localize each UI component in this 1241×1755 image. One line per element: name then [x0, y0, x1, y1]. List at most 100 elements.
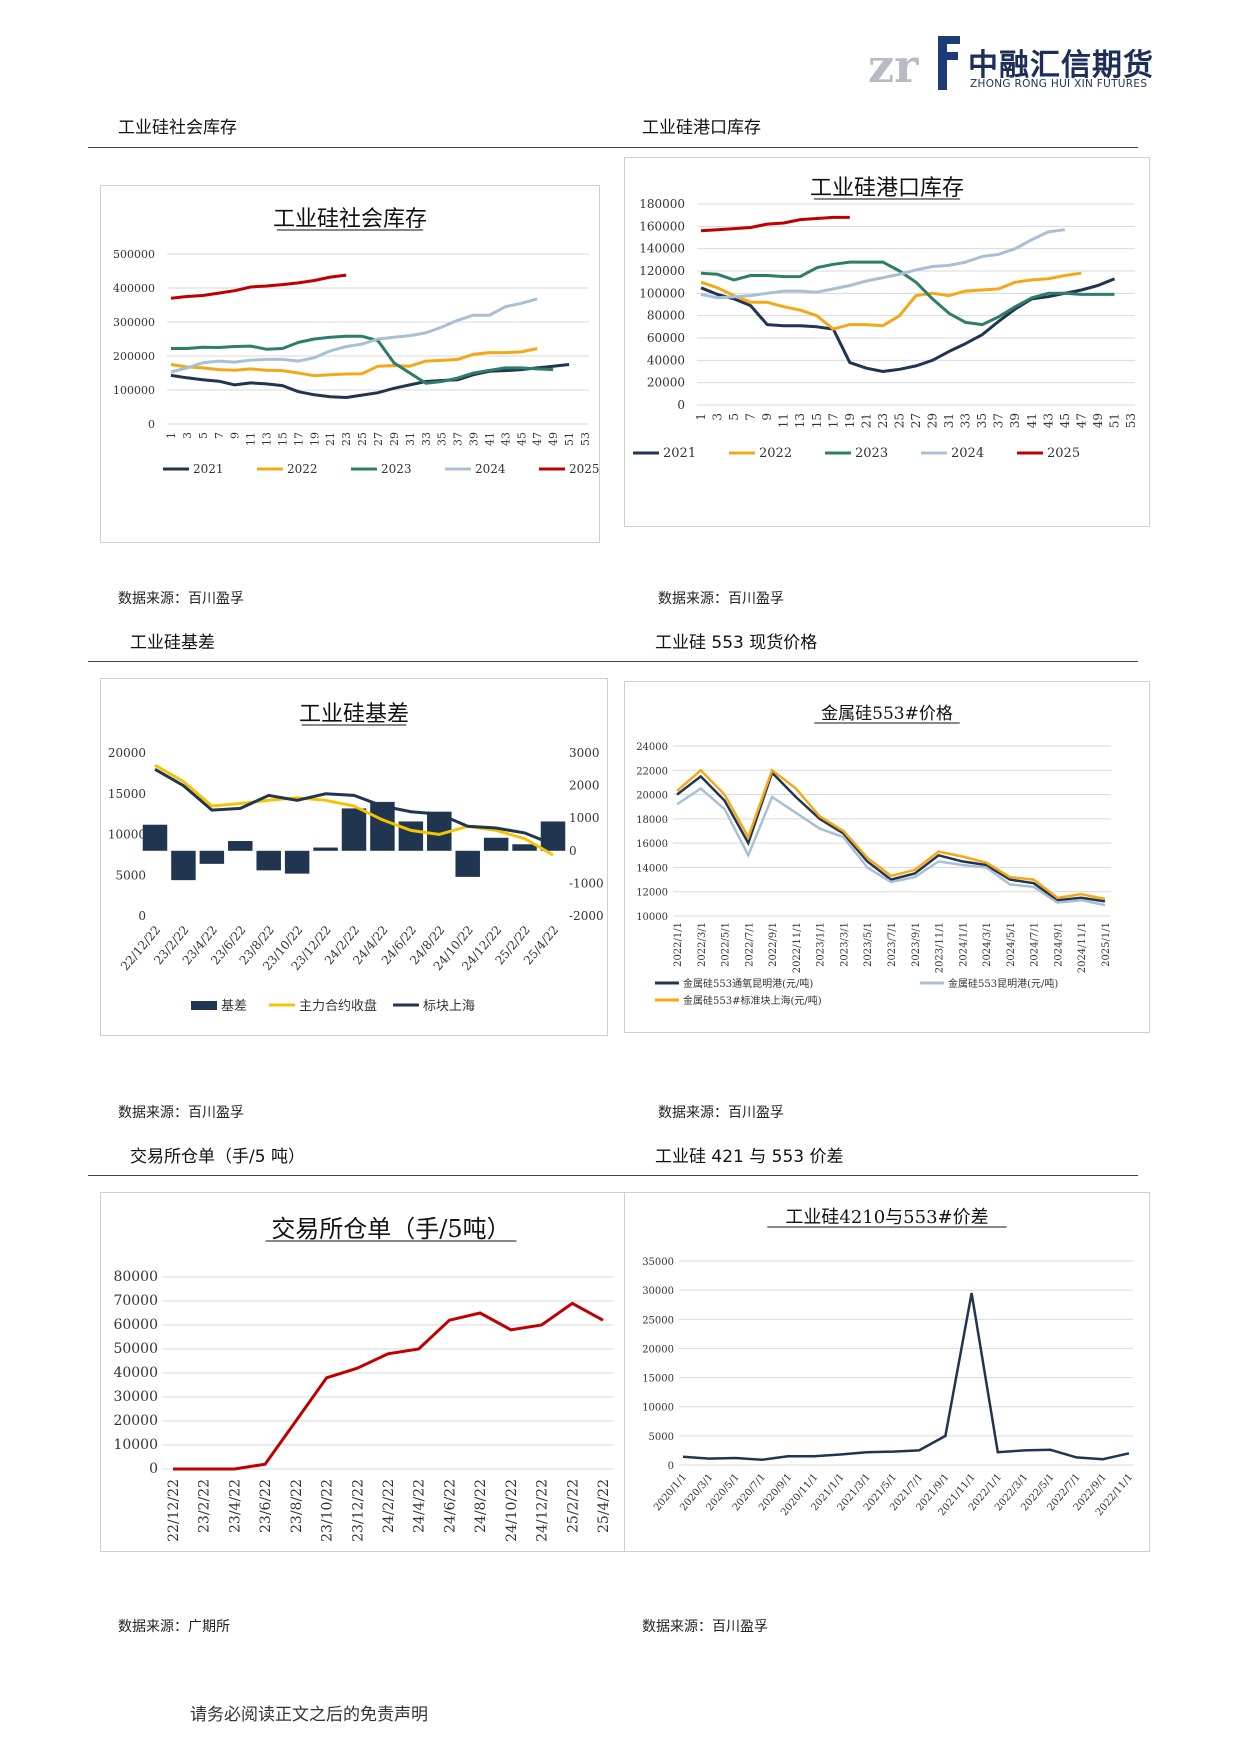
x-tick-label: 2022/7/1 [744, 922, 755, 967]
x-tick-label: 5 [727, 413, 741, 421]
x-tick-label: 2025/1/1 [1101, 922, 1112, 967]
company-logo-mark: zr [868, 36, 960, 92]
y-tick-label: 70000 [113, 1293, 158, 1309]
chart-basis: 工业硅基差 0 5000 10000 15000 20000 -2000 -1000 0 1000… [108, 702, 604, 1014]
x-tick-label: 45 [1058, 413, 1072, 428]
legend-label: 2022 [287, 462, 318, 476]
data-source-label: 数据来源：百川盈孚 [118, 1105, 244, 1121]
y-tick-label-right: 1000 [569, 811, 600, 825]
x-tick-label: 29 [388, 432, 401, 446]
y-tick-label-left: 15000 [108, 787, 146, 801]
chart-frame-553-price: 金属硅553#价格 10000 12000 14000 16000 18000 20000 2… [624, 681, 1150, 1033]
y-tick-label: 0 [668, 1461, 674, 1472]
section-title-warrants: 交易所仓单（手/5 吨） [130, 1147, 305, 1167]
data-source-label: 数据来源：百川盈孚 [642, 1619, 768, 1635]
chart-title: 工业硅社会库存 [273, 207, 427, 232]
svg-text:zr: zr [868, 39, 919, 92]
x-tick-label: 47 [1074, 413, 1088, 428]
x-tick-label: 2022/11/1 [792, 922, 803, 973]
logo-company-english: ZHONG RONG HUI XIN FUTURES [970, 78, 1148, 90]
y-tick-label: 24000 [636, 742, 668, 753]
basis-bar [284, 850, 310, 874]
x-tick-label: 5 [197, 432, 210, 439]
y-tick-label: 180000 [639, 197, 685, 211]
x-tick-label: 24/10/22 [504, 1479, 520, 1542]
x-tick-label: 25 [356, 432, 369, 446]
y-tick-label: 140000 [639, 242, 685, 256]
data-source-label: 数据来源：百川盈孚 [658, 1105, 784, 1121]
x-tick-label: 51 [563, 432, 576, 446]
x-tick-label: 1 [694, 413, 708, 421]
x-tick-label: 31 [942, 413, 956, 428]
basis-bar [142, 824, 168, 851]
chart-421-553-spread: 工业硅4210与553#价差 0 5000 10000 15000 20000 25000 3… [642, 1207, 1135, 1518]
y-tick-label: 30000 [113, 1389, 158, 1405]
x-tick-label: 24/12/22 [535, 1479, 551, 1542]
x-tick-label: 9 [760, 413, 774, 421]
y-tick-label: 500000 [113, 248, 155, 261]
logo-company-name: 中融汇信期货 [968, 48, 1154, 83]
y-tick-label: 10000 [113, 1437, 158, 1453]
x-tick-label: 2024/5/1 [1006, 922, 1017, 967]
x-tick-label: 11 [245, 432, 258, 446]
y-tick-label: 200000 [113, 350, 155, 363]
x-tick-label: 2024/1/1 [958, 922, 969, 967]
x-tick-label: 45 [515, 432, 528, 446]
x-tick-label: 43 [499, 432, 512, 446]
x-tick-label: 25/2/22 [565, 1479, 581, 1533]
basis-bar [313, 847, 338, 851]
x-tick-label: 2023/5/1 [863, 922, 874, 967]
chart-553-price: 金属硅553#价格 10000 12000 14000 16000 18000 20000 2… [636, 704, 1112, 1007]
x-tick-label: 24/6/22 [442, 1479, 458, 1533]
legend-label: 2023 [381, 462, 412, 476]
legend-label: 金属硅553通氧昆明港(元/吨) [683, 977, 813, 990]
x-tick-label: 2022/1/1 [673, 922, 684, 967]
y-tick-label: 60000 [113, 1317, 158, 1333]
series-line-2025 [170, 273, 347, 300]
series-line-2025 [700, 215, 850, 233]
series-line-2024 [170, 297, 538, 374]
section-title-port-inventory: 工业硅港口库存 [642, 118, 761, 138]
basis-bar [341, 808, 367, 851]
basis-bar [171, 850, 196, 881]
y-tick-label-left: 0 [138, 909, 146, 923]
x-tick-label: 2023/11/1 [935, 922, 946, 973]
basis-bar [455, 850, 480, 877]
x-tick-label: 39 [468, 432, 481, 446]
legend-label: 金属硅553昆明港(元/吨) [948, 977, 1058, 990]
series-line [676, 786, 1106, 907]
y-tick-label: 0 [148, 418, 155, 431]
y-tick-label: 20000 [636, 791, 668, 802]
chart-title: 工业硅港口库存 [810, 176, 964, 201]
legend-label: 2022 [759, 446, 792, 461]
y-tick-label: 25000 [642, 1315, 674, 1326]
x-tick-label: 2023/1/1 [816, 922, 827, 967]
x-tick-label: 25 [892, 413, 906, 428]
x-tick-label: 31 [404, 432, 417, 446]
series-line-2022 [700, 271, 1082, 331]
legend-label: 主力合约收盘 [299, 998, 377, 1014]
x-tick-label: 37 [992, 413, 1006, 428]
x-tick-label: 23 [340, 432, 353, 446]
y-tick-label-right: 3000 [569, 746, 600, 760]
x-tick-label: 7 [213, 432, 226, 439]
y-tick-label: 40000 [113, 1365, 158, 1381]
x-tick-label: 41 [1025, 413, 1039, 428]
y-tick-label: 30000 [642, 1286, 674, 1297]
basis-bar [370, 801, 395, 851]
y-tick-label: 12000 [636, 888, 668, 899]
y-tick-label-left: 20000 [108, 746, 146, 760]
x-tick-label: 11 [777, 413, 791, 428]
series-line-2021 [170, 363, 570, 399]
x-tick-label: 2023/3/1 [839, 922, 850, 967]
y-tick-label-left: 5000 [115, 868, 146, 882]
chart-frame-port-inventory: 工业硅港口库存 0 20000 40000 60000 80000 100000 120000… [624, 157, 1150, 527]
x-tick-label: 23/12/22 [350, 1479, 366, 1542]
legend-label: 标块上海 [423, 999, 475, 1014]
x-tick-label: 2022/5/1 [721, 922, 732, 967]
x-tick-label: 2023/9/1 [911, 922, 922, 967]
x-tick-label: 23/6/22 [258, 1479, 274, 1533]
legend-label: 2024 [475, 462, 506, 476]
x-tick-label: 24/8/22 [473, 1479, 489, 1533]
